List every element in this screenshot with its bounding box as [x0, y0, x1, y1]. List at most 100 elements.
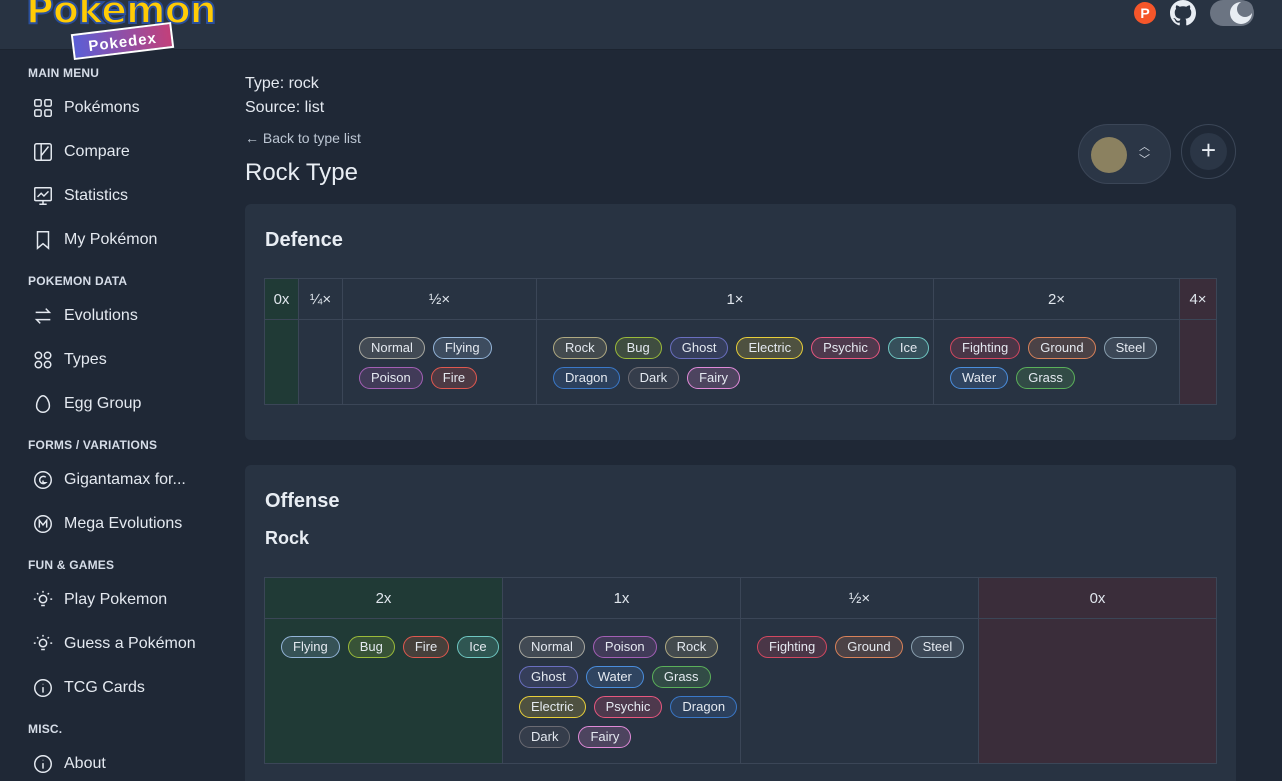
- defence-cell: Normal Flying Poison Fire: [342, 319, 537, 405]
- type-chip-ghost[interactable]: Ghost: [669, 337, 729, 359]
- sidebar-item-label: Pokémons: [64, 99, 140, 116]
- type-chip-water[interactable]: Water: [950, 367, 1009, 389]
- sidebar-item-gigantamax[interactable]: Gigantamax for...: [32, 465, 186, 495]
- g-icon: [34, 471, 52, 489]
- type-chip-fairy[interactable]: Fairy: [578, 726, 632, 748]
- section-fun-games: FUN & GAMES: [28, 558, 115, 572]
- sidebar-item-types[interactable]: Types: [32, 345, 107, 375]
- type-chip-ice[interactable]: Ice: [457, 636, 499, 658]
- sidebar-item-guess-pokemon[interactable]: Guess a Pokémon: [32, 629, 196, 659]
- sidebar-item-compare[interactable]: Compare: [32, 137, 130, 167]
- type-chip-fighting[interactable]: Fighting: [757, 636, 828, 658]
- type-chip-poison[interactable]: Poison: [592, 636, 657, 658]
- offense-subtitle: Rock: [265, 528, 310, 548]
- offense-col-header: ½×: [740, 577, 979, 619]
- sidebar-item-play-pokemon[interactable]: Play Pokemon: [32, 585, 167, 615]
- plus-icon: +: [1190, 133, 1227, 170]
- sidebar-item-my-pokemon[interactable]: My Pokémon: [32, 225, 157, 255]
- egg-icon: [35, 395, 51, 413]
- defence-cell: [1179, 319, 1217, 405]
- sidebar-item-label: Compare: [64, 143, 130, 160]
- type-chip-dark[interactable]: Dark: [519, 726, 571, 748]
- pokedex-logo[interactable]: Pokémon Pokedex: [22, 0, 218, 64]
- m-icon: [34, 515, 52, 533]
- type-chip-dragon[interactable]: Dragon: [553, 367, 620, 389]
- bookmark-icon: [36, 231, 50, 250]
- type-chip-ground[interactable]: Ground: [835, 636, 903, 658]
- type-chip-ground[interactable]: Ground: [1028, 337, 1096, 359]
- defence-cell: Rock Bug Ghost Electric Psychic Ice Dragon Dark…: [536, 319, 934, 405]
- patreon-icon[interactable]: P: [1134, 2, 1156, 24]
- defence-card: Defence 0x ¼× ½× 1× 2× 4× Normal Flying Po…: [245, 204, 1236, 440]
- offense-cell: Normal Poison Rock Ghost Water Grass Electric P…: [502, 618, 741, 764]
- sidebar-item-label: Play Pokemon: [64, 591, 168, 608]
- defence-table: 0x ¼× ½× 1× 2× 4× Normal Flying Poison Fire…: [264, 278, 1217, 405]
- chevron-updown-icon: ︿ ﹀: [1139, 141, 1150, 166]
- info-icon: [34, 755, 52, 773]
- page-title: Rock Type: [245, 159, 358, 186]
- section-pokemon-data: POKEMON DATA: [28, 274, 128, 288]
- back-to-type-list-link[interactable]: ← Back to type list: [245, 130, 361, 146]
- bulb-icon: [33, 634, 53, 651]
- type-chip-dragon[interactable]: Dragon: [670, 696, 738, 718]
- defence-title: Defence: [265, 229, 343, 251]
- type-chip-rock[interactable]: Rock: [553, 337, 607, 359]
- type-chip-electric[interactable]: Electric: [519, 696, 586, 718]
- sidebar-item-label: Gigantamax for...: [64, 471, 186, 488]
- type-chip-psychic[interactable]: Psychic: [593, 696, 663, 718]
- defence-col-header: ½×: [342, 278, 537, 320]
- type-chip-fighting[interactable]: Fighting: [950, 337, 1021, 359]
- info-icon: [34, 679, 52, 697]
- offense-card: Offense Rock 2x 1x ½× 0x Flying Bug Fire Ic…: [245, 465, 1236, 781]
- sidebar-item-label: Types: [64, 351, 107, 368]
- sidebar-item-statistics[interactable]: Statistics: [32, 181, 128, 211]
- github-icon[interactable]: [1170, 0, 1196, 26]
- type-chip-grass[interactable]: Grass: [651, 666, 711, 688]
- type-chip-dark[interactable]: Dark: [627, 367, 680, 389]
- grid-icon: [34, 99, 52, 117]
- pokemon-picker[interactable]: ︿ ﹀: [1078, 124, 1171, 184]
- sidebar-item-label: TCG Cards: [64, 679, 145, 696]
- offense-cell: [978, 618, 1217, 764]
- type-chip-flying[interactable]: Flying: [432, 337, 492, 359]
- type-line: Type: rock: [245, 75, 319, 92]
- type-chip-normal[interactable]: Normal: [359, 337, 425, 359]
- type-chip-fairy[interactable]: Fairy: [687, 367, 740, 389]
- type-chip-steel[interactable]: Steel: [910, 636, 965, 658]
- chart-icon: [34, 187, 52, 205]
- type-chip-grass[interactable]: Grass: [1016, 367, 1075, 389]
- add-button[interactable]: +: [1181, 124, 1236, 179]
- defence-col-header: 1×: [536, 278, 934, 320]
- sidebar-item-pokemons[interactable]: Pokémons: [32, 93, 140, 123]
- type-chip-steel[interactable]: Steel: [1103, 337, 1158, 359]
- sidebar-item-egg-group[interactable]: Egg Group: [32, 389, 141, 419]
- type-chip-fire[interactable]: Fire: [430, 367, 478, 389]
- type-chip-fire[interactable]: Fire: [402, 636, 450, 658]
- sidebar-item-tcg-cards[interactable]: TCG Cards: [32, 673, 145, 703]
- type-chip-electric[interactable]: Electric: [736, 337, 804, 359]
- type-chip-ice[interactable]: Ice: [887, 337, 930, 359]
- defence-cell: [298, 319, 343, 405]
- type-chip-normal[interactable]: Normal: [519, 636, 585, 658]
- sidebar-item-evolutions[interactable]: Evolutions: [32, 301, 138, 331]
- theme-toggle[interactable]: [1210, 0, 1254, 26]
- type-chip-bug[interactable]: Bug: [614, 337, 662, 359]
- bulb-icon: [33, 590, 53, 607]
- defence-col-header: 0x: [264, 278, 299, 320]
- type-chip-water[interactable]: Water: [585, 666, 644, 688]
- type-chip-psychic[interactable]: Psychic: [811, 337, 880, 359]
- sidebar-item-label: Statistics: [64, 187, 129, 204]
- type-chip-ghost[interactable]: Ghost: [519, 666, 578, 688]
- sidebar-item-mega-evolutions[interactable]: Mega Evolutions: [32, 509, 182, 539]
- sidebar-item-about[interactable]: About: [32, 749, 106, 779]
- sidebar-item-label: Mega Evolutions: [64, 515, 183, 532]
- source-line: Source: list: [245, 99, 325, 116]
- offense-col-header: 0x: [978, 577, 1217, 619]
- sidebar-item-label: My Pokémon: [64, 231, 158, 248]
- type-chip-bug[interactable]: Bug: [347, 636, 395, 658]
- defence-col-header: ¼×: [298, 278, 343, 320]
- type-chip-rock[interactable]: Rock: [664, 636, 719, 658]
- type-chip-poison[interactable]: Poison: [359, 367, 423, 389]
- defence-cell: [264, 319, 299, 405]
- type-chip-flying[interactable]: Flying: [281, 636, 340, 658]
